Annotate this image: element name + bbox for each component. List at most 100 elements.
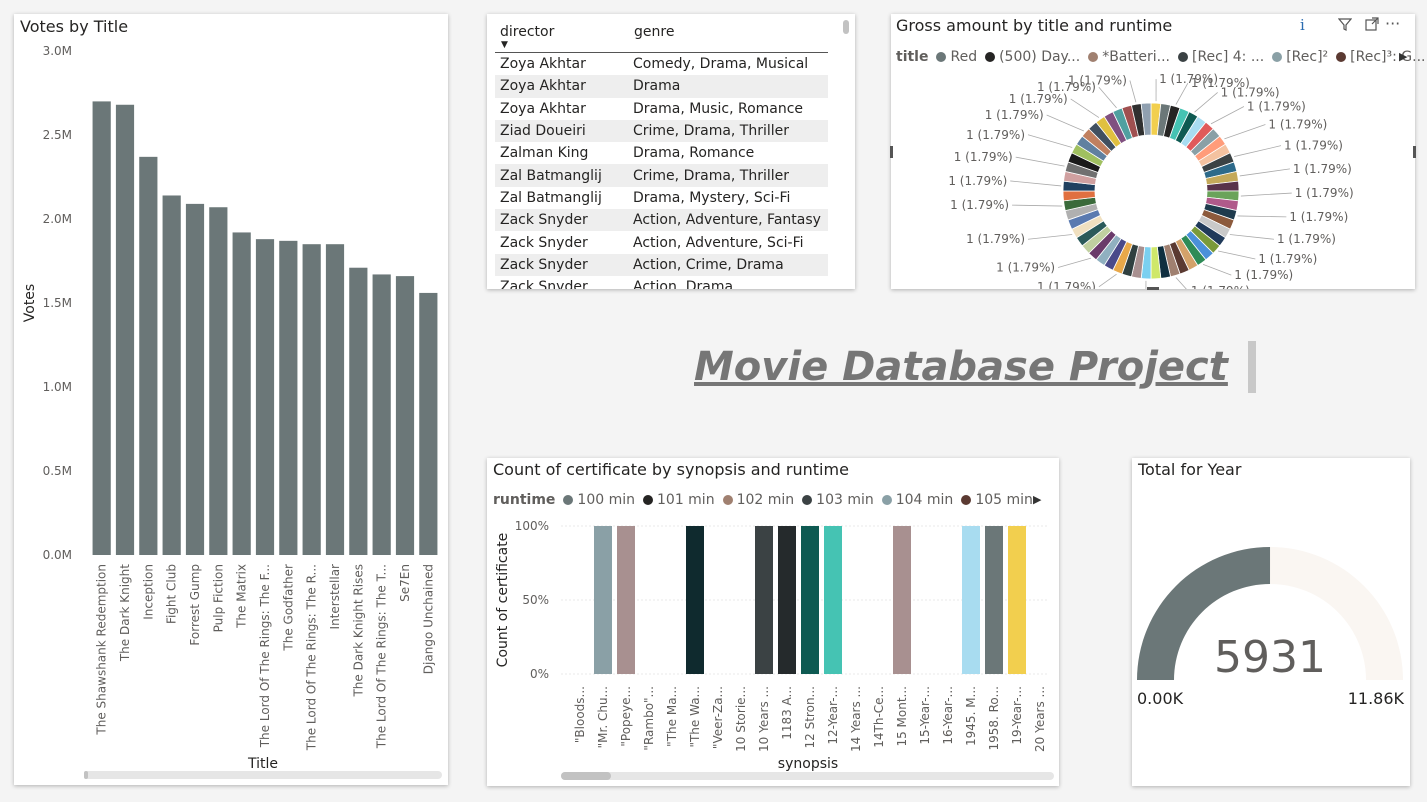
- table-scrollbar[interactable]: [843, 18, 849, 283]
- y-tick-label: 2.0M: [43, 212, 72, 226]
- legend-dot-icon: [643, 495, 653, 505]
- table-row[interactable]: Zoya Akhtar Drama: [495, 75, 828, 98]
- y-tick-label: 1.5M: [43, 296, 72, 310]
- column-header-director[interactable]: director ▼: [495, 20, 629, 52]
- total-for-year-card: Total for Year 5931 0.00K 11.86K: [1132, 458, 1410, 786]
- x-tick-label: 15 Mont...: [895, 686, 909, 747]
- donut-data-label: 1 (1.79%): [966, 232, 1025, 246]
- cert-legend-item[interactable]: 105 min: [961, 492, 1033, 508]
- gauge-min-label: 0.00K: [1137, 689, 1184, 708]
- x-tick-label: 15-Year-...: [918, 686, 932, 745]
- resize-handle-bottom[interactable]: [1147, 287, 1159, 290]
- x-tick-label: "The Wa...: [688, 686, 702, 748]
- table-row[interactable]: Zal Batmanglij Drama, Mystery, Sci-Fi: [495, 187, 828, 209]
- donut-slice: [1140, 102, 1152, 136]
- legend-next-arrow-icon[interactable]: ▶: [1399, 50, 1408, 63]
- table-row[interactable]: Zack Snyder Action, Adventure, Sci-Fi: [495, 231, 828, 253]
- table-header: director ▼ genre: [495, 20, 828, 53]
- cert-legend-item[interactable]: 102 min: [722, 492, 794, 508]
- votes-bar: [162, 195, 181, 556]
- votes-bar-chart: 3.0M 2.5M 2.0M 1.5M 1.0M 0.5M 0.0M The Shawshan…: [22, 44, 438, 772]
- cell-director: Zack Snyder: [500, 256, 588, 273]
- cert-legend-next-arrow-icon[interactable]: ▶: [1033, 493, 1042, 506]
- x-tick-label: The Lord Of The Rings: The R...: [305, 564, 319, 751]
- donut-legend-item[interactable]: *Batteri...: [1088, 49, 1170, 65]
- donut-legend-item[interactable]: [Rec]³: G...: [1336, 49, 1425, 65]
- cert-bar: [686, 526, 704, 674]
- votes-bar: [92, 101, 111, 556]
- gauge-value: 5931: [1214, 632, 1326, 683]
- x-axis-label: Title: [247, 756, 278, 772]
- cert-legend-item[interactable]: 103 min: [802, 492, 874, 508]
- cert-bar: [962, 526, 980, 674]
- cell-genre: Action, Crime, Drama: [633, 256, 784, 273]
- donut-legend-item[interactable]: [Rec]²: [1272, 49, 1328, 65]
- table-row[interactable]: Zack Snyder Action, Adventure, Fantasy: [495, 209, 828, 232]
- table-row[interactable]: Zal Batmanglij Crime, Drama, Thriller: [495, 164, 828, 187]
- table-scroll-thumb[interactable]: [843, 20, 849, 34]
- sort-desc-icon: ▼: [501, 40, 508, 50]
- x-tick-label: 12 Stron...: [803, 686, 817, 748]
- legend-dot-icon: [1177, 52, 1188, 62]
- x-tick-label: 10 Years ...: [757, 686, 771, 752]
- donut-leader-line: [1202, 264, 1232, 276]
- director-genre-table: director ▼ genre Zoya Akhtar Comedy, Dram…: [495, 20, 828, 289]
- votes-bar: [209, 207, 228, 556]
- resize-handle-left[interactable]: [890, 146, 893, 158]
- cell-genre: Drama: [633, 78, 681, 95]
- donut-legend-item[interactable]: (500) Day...: [985, 49, 1080, 65]
- table-row[interactable]: Zalman King Drama, Romance: [495, 142, 828, 164]
- donut-legend-item[interactable]: Red: [936, 49, 977, 65]
- cert-legend-item[interactable]: 100 min: [563, 492, 635, 508]
- x-tick-label: Pulp Fiction: [211, 564, 225, 632]
- x-tick-label: The Lord Of The Rings: The T...: [375, 564, 389, 749]
- x-tick-label: The Godfather: [281, 564, 295, 652]
- resize-handle-right[interactable]: [1413, 146, 1416, 158]
- legend-label: 105 min: [975, 492, 1033, 508]
- x-tick-label: The Shawshank Redemption: [95, 564, 109, 736]
- votes-scrollbar[interactable]: [84, 771, 442, 779]
- x-tick-label: "Veer-Za...: [711, 686, 725, 749]
- x-tick-label: "Popeye...: [619, 686, 633, 747]
- column-header-genre[interactable]: genre: [634, 24, 675, 40]
- cert-legend-item[interactable]: 101 min: [643, 492, 715, 508]
- filter-icon[interactable]: [1337, 17, 1353, 35]
- cert-bar: [985, 526, 1003, 674]
- votes-scroll-thumb[interactable]: [84, 771, 88, 779]
- donut-leader-line: [1234, 145, 1282, 157]
- cert-legend-item[interactable]: 104 min: [881, 492, 953, 508]
- cell-director: Zoya Akhtar: [500, 56, 586, 73]
- focus-mode-icon[interactable]: [1365, 17, 1379, 35]
- donut-data-label: 1 (1.79%): [996, 261, 1055, 275]
- donut-data-label: 1 (1.79%): [1191, 284, 1250, 289]
- x-tick-label: Forrest Gump: [188, 564, 202, 646]
- table-row[interactable]: Zack Snyder Action, Crime, Drama: [495, 253, 828, 276]
- table-row[interactable]: Zoya Akhtar Drama, Music, Romance: [495, 98, 828, 120]
- legend-dot-icon: [722, 495, 733, 505]
- donut-data-label: 1 (1.79%): [1295, 186, 1354, 200]
- x-tick-label: Django Unchained: [421, 564, 435, 674]
- donut-legend-item[interactable]: [Rec] 4: ...: [1177, 49, 1264, 65]
- table-row[interactable]: Zoya Akhtar Comedy, Drama, Musical: [495, 53, 828, 75]
- x-tick-label: 1958. Ro...: [987, 686, 1001, 751]
- y-tick-label: 100%: [515, 519, 549, 533]
- cert-scroll-thumb[interactable]: [561, 772, 611, 780]
- donut-leader-line: [1194, 92, 1218, 113]
- more-options-icon[interactable]: ···: [1385, 14, 1401, 33]
- cert-scrollbar[interactable]: [561, 772, 1054, 780]
- cell-director: Zalman King: [500, 145, 589, 162]
- donut-data-label: 1 (1.79%): [1289, 210, 1348, 224]
- y-tick-label: 2.5M: [43, 128, 72, 142]
- table-row[interactable]: Zack Snyder Action, Drama: [495, 276, 828, 289]
- votes-bar: [372, 274, 391, 555]
- info-icon[interactable]: i: [1300, 16, 1305, 34]
- cell-genre: Action, Drama: [633, 279, 734, 289]
- donut-data-label: 1 (1.79%): [1277, 232, 1336, 246]
- cert-bar: [594, 526, 612, 674]
- cert-bar: [801, 526, 819, 674]
- y-tick-label: 50%: [522, 593, 549, 607]
- donut-data-label: 1 (1.79%): [1284, 139, 1343, 153]
- legend-label: 101 min: [657, 492, 715, 508]
- cell-director: Zoya Akhtar: [500, 100, 586, 117]
- table-row[interactable]: Ziad Doueiri Crime, Drama, Thriller: [495, 119, 828, 143]
